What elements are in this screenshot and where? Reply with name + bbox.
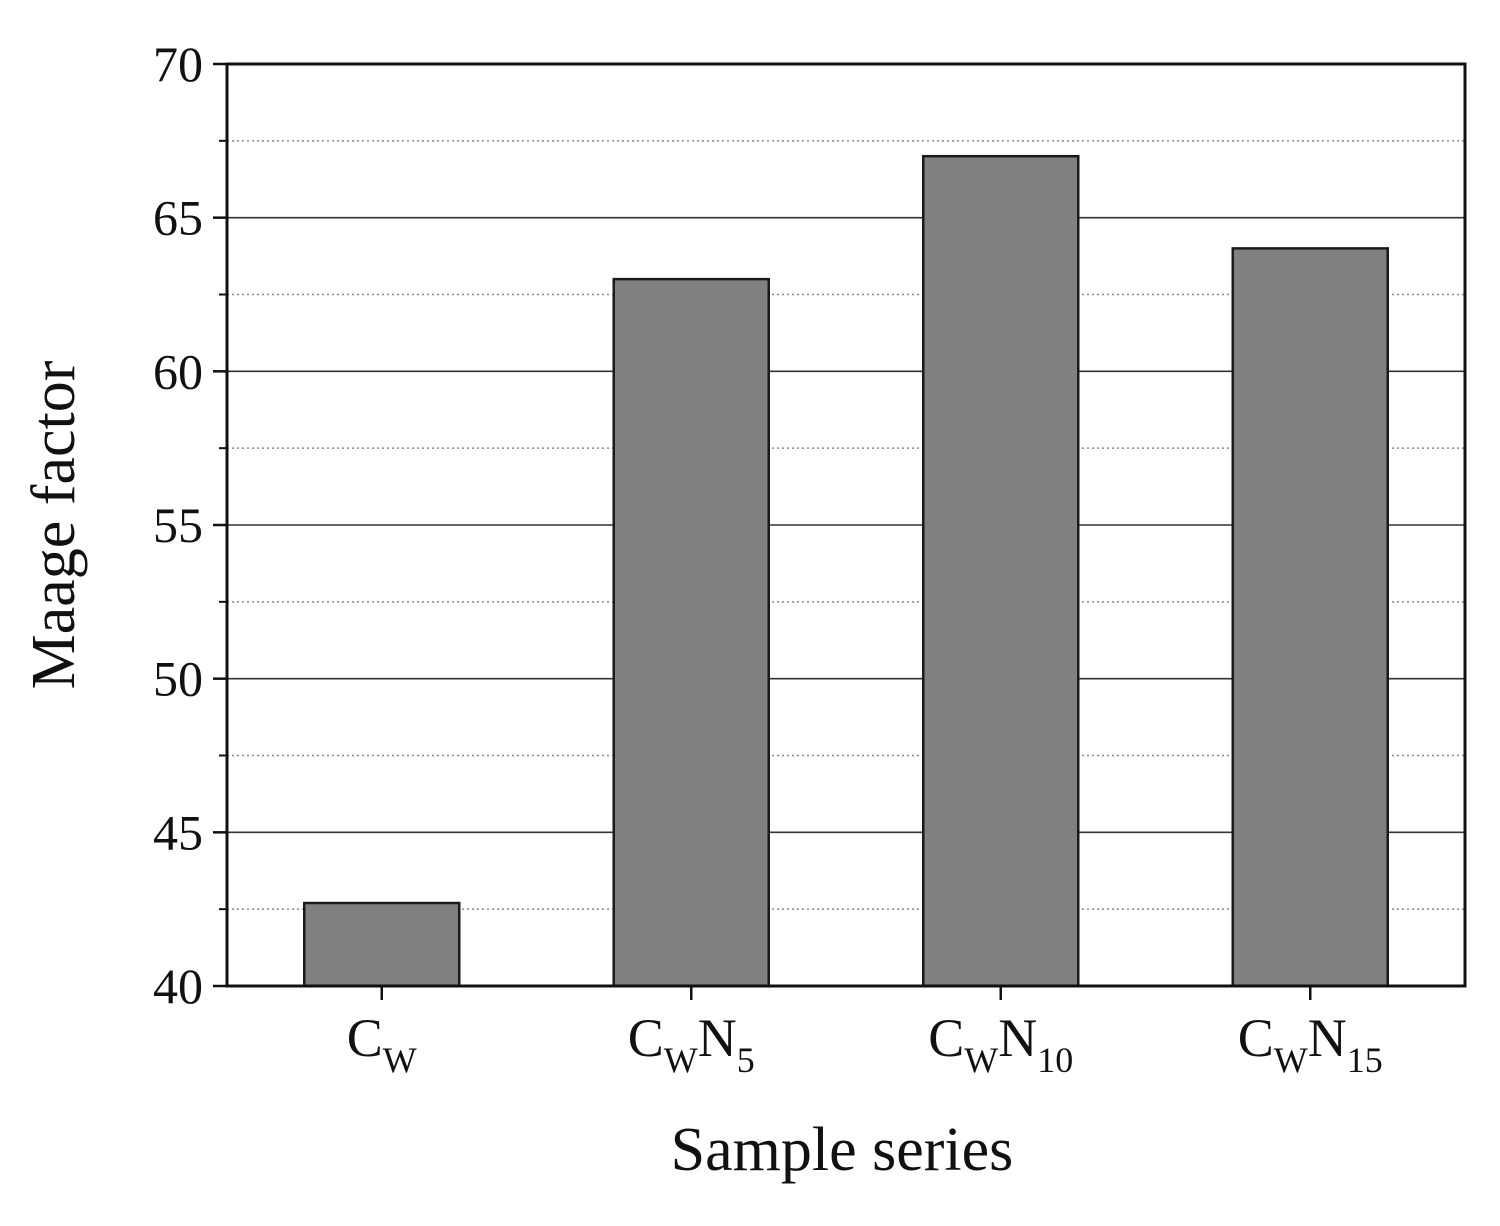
- x-tick-label-subscript: 10: [1037, 1040, 1073, 1080]
- x-tick-label-subscript: W: [664, 1040, 698, 1080]
- x-tick-label-text: N: [998, 1008, 1037, 1068]
- x-tick-label-text: N: [698, 1008, 737, 1068]
- x-tick-label: CWN15: [1238, 1008, 1383, 1080]
- axes: [213, 62, 1467, 1000]
- x-tick-label-subscript: W: [383, 1040, 417, 1080]
- x-tick-label-subscript: W: [1274, 1040, 1308, 1080]
- y-axis-title: Maage factor: [20, 360, 88, 689]
- x-tick-label-text: C: [347, 1008, 383, 1068]
- x-tick-label: CWN5: [628, 1008, 755, 1080]
- y-tick-label: 55: [153, 497, 203, 553]
- x-axis-title: Sample series: [671, 1116, 1014, 1184]
- x-tick-label-subscript: 15: [1347, 1040, 1383, 1080]
- y-tick-label: 70: [153, 36, 203, 92]
- bar-CWN10: [922, 154, 1080, 988]
- y-tick-label: 60: [153, 343, 203, 399]
- bar-CW: [303, 901, 461, 988]
- x-tick-label-text: C: [1238, 1008, 1274, 1068]
- bar-CWN15: [1231, 247, 1389, 988]
- y-tick-label: 65: [153, 190, 203, 246]
- y-tick-label: 50: [153, 651, 203, 707]
- y-tick-label: 40: [153, 958, 203, 1014]
- x-tick-label-text: C: [928, 1008, 964, 1068]
- x-tick-label-text: C: [628, 1008, 664, 1068]
- x-tick-label-subscript: 5: [737, 1040, 755, 1080]
- x-tick-label-text: N: [1308, 1008, 1347, 1068]
- x-tick-label: CW: [347, 1008, 417, 1080]
- x-tick-label-subscript: W: [964, 1040, 998, 1080]
- bar-CWN5: [612, 277, 770, 988]
- y-tick-label: 45: [153, 804, 203, 860]
- bars: [303, 154, 1389, 988]
- x-tick-label: CWN10: [928, 1008, 1073, 1080]
